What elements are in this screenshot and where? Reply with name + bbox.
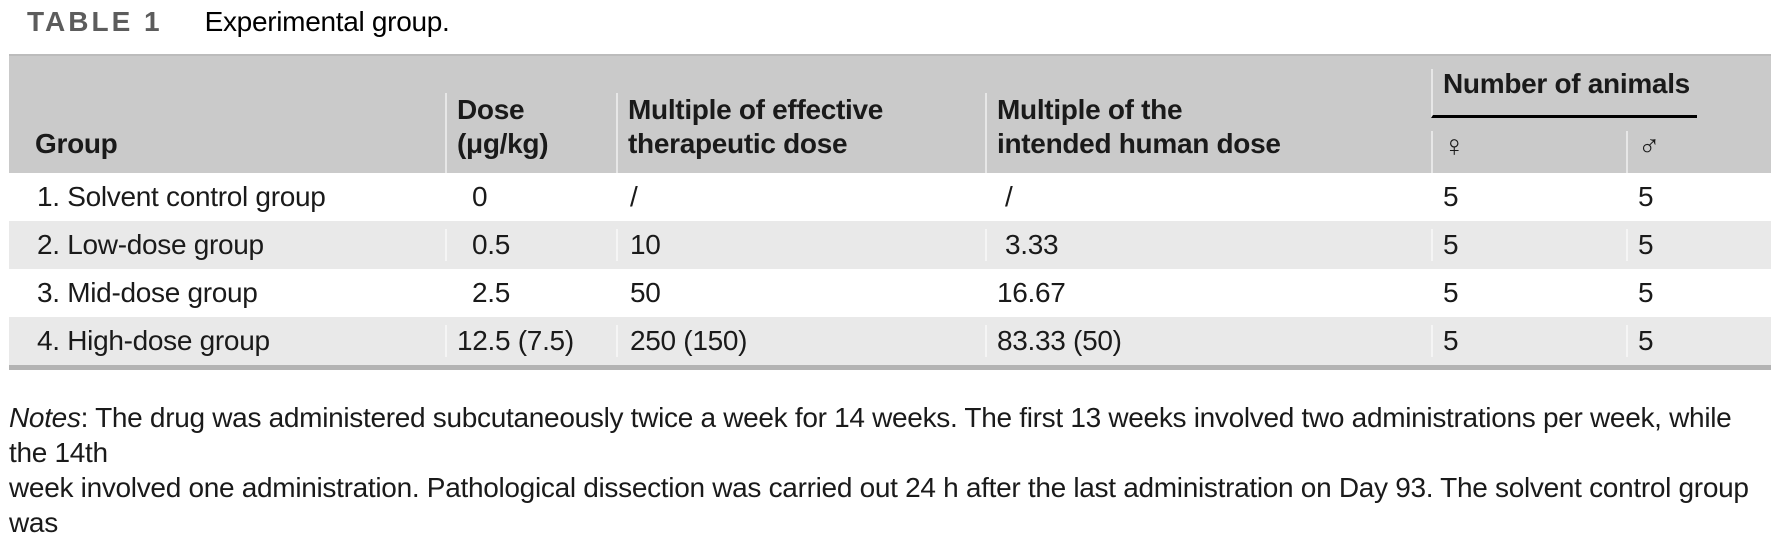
cell-multiple-human: 83.33 (50) [985, 325, 1431, 357]
cell-multiple-effective: 50 [616, 277, 985, 309]
female-icon: ♀ [1443, 130, 1466, 163]
table-number-label: TABLE 1 [27, 6, 163, 37]
cell-females: 5 [1431, 181, 1626, 213]
experimental-group-table: Group Dose (μg/kg) Multiple of effective… [9, 54, 1771, 370]
cell-dose: 0.5 [445, 229, 616, 261]
cell-males: 5 [1626, 229, 1771, 261]
cell-multiple-human: / [985, 181, 1431, 213]
cell-females: 5 [1431, 229, 1626, 261]
cell-males: 5 [1626, 181, 1771, 213]
col-header-multiple-effective: Multiple of effective therapeutic dose [616, 93, 985, 173]
notes-line: week involved one administration. Pathol… [9, 472, 1749, 536]
table-header: Group Dose (μg/kg) Multiple of effective… [9, 56, 1771, 173]
col-header-dose: Dose (μg/kg) [445, 93, 616, 173]
table-body: 1. Solvent control group 0 / / 5 5 2. Lo… [9, 173, 1771, 365]
table-row: 3. Mid-dose group 2.5 50 16.67 5 5 [9, 269, 1771, 317]
cell-multiple-effective: 250 (150) [616, 325, 985, 357]
cell-males: 5 [1626, 277, 1771, 309]
notes-label: Notes [9, 402, 81, 433]
cell-dose: 0 [445, 181, 616, 213]
table-row: 4. High-dose group 12.5 (7.5) 250 (150) … [9, 317, 1771, 365]
cell-females: 5 [1431, 277, 1626, 309]
table-title: TABLE 1 Experimental group. [27, 6, 1771, 38]
cell-multiple-human: 16.67 [985, 277, 1431, 309]
col-header-male: ♂ [1626, 131, 1771, 173]
table-row: 2. Low-dose group 0.5 10 3.33 5 5 [9, 221, 1771, 269]
col-header-multiple-human: Multiple of the intended human dose [985, 93, 1431, 173]
table-caption: Experimental group. [204, 6, 450, 37]
cell-group: 2. Low-dose group [37, 229, 264, 260]
table-row: 1. Solvent control group 0 / / 5 5 [9, 173, 1771, 221]
cell-multiple-human: 3.33 [985, 229, 1431, 261]
cell-group: 1. Solvent control group [37, 181, 326, 212]
notes-line: Notes: The drug was administered subcuta… [9, 402, 1732, 468]
cell-group: 4. High-dose group [37, 325, 270, 356]
notes: Notes: The drug was administered subcuta… [9, 400, 1771, 536]
male-icon: ♂ [1638, 130, 1661, 163]
cell-group: 3. Mid-dose group [37, 277, 258, 308]
cell-dose: 12.5 (7.5) [445, 325, 616, 357]
cell-multiple-effective: / [616, 181, 985, 213]
col-header-group: Group [35, 128, 118, 159]
cell-males: 5 [1626, 325, 1771, 357]
group-header-number-of-animals: Number of animals [1431, 69, 1697, 118]
cell-dose: 2.5 [445, 277, 616, 309]
cell-multiple-effective: 10 [616, 229, 985, 261]
cell-females: 5 [1431, 325, 1626, 357]
col-header-female: ♀ [1431, 131, 1626, 173]
